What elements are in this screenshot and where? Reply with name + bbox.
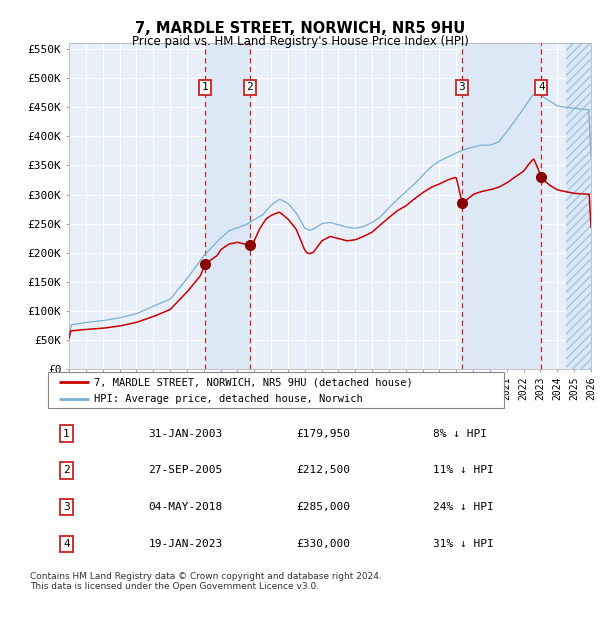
Bar [566,43,591,369]
Text: 7, MARDLE STREET, NORWICH, NR5 9HU: 7, MARDLE STREET, NORWICH, NR5 9HU [135,21,465,36]
Text: £179,950: £179,950 [296,428,350,439]
Text: 31-JAN-2003: 31-JAN-2003 [148,428,223,439]
Bar [462,43,541,369]
Text: 11% ↓ HPI: 11% ↓ HPI [433,466,494,476]
Text: £212,500: £212,500 [296,466,350,476]
Text: 4: 4 [538,82,545,92]
Text: HPI: Average price, detached house, Norwich: HPI: Average price, detached house, Norw… [94,394,362,404]
FancyBboxPatch shape [48,372,504,408]
Text: 2: 2 [247,82,253,92]
Text: 19-JAN-2023: 19-JAN-2023 [148,539,223,549]
Text: 31% ↓ HPI: 31% ↓ HPI [433,539,494,549]
Text: £285,000: £285,000 [296,502,350,512]
Text: 7, MARDLE STREET, NORWICH, NR5 9HU (detached house): 7, MARDLE STREET, NORWICH, NR5 9HU (deta… [94,377,412,387]
Text: 8% ↓ HPI: 8% ↓ HPI [433,428,487,439]
Text: 3: 3 [63,502,70,512]
Text: 4: 4 [63,539,70,549]
Bar [205,43,250,369]
Bar [566,43,591,369]
Text: Price paid vs. HM Land Registry's House Price Index (HPI): Price paid vs. HM Land Registry's House … [131,35,469,48]
Text: £330,000: £330,000 [296,539,350,549]
Text: 1: 1 [202,82,208,92]
Text: 2: 2 [63,466,70,476]
Text: 3: 3 [458,82,466,92]
Text: Contains HM Land Registry data © Crown copyright and database right 2024.
This d: Contains HM Land Registry data © Crown c… [30,572,382,591]
Text: 1: 1 [63,428,70,439]
Text: 24% ↓ HPI: 24% ↓ HPI [433,502,494,512]
Text: 27-SEP-2005: 27-SEP-2005 [148,466,223,476]
Text: 04-MAY-2018: 04-MAY-2018 [148,502,223,512]
